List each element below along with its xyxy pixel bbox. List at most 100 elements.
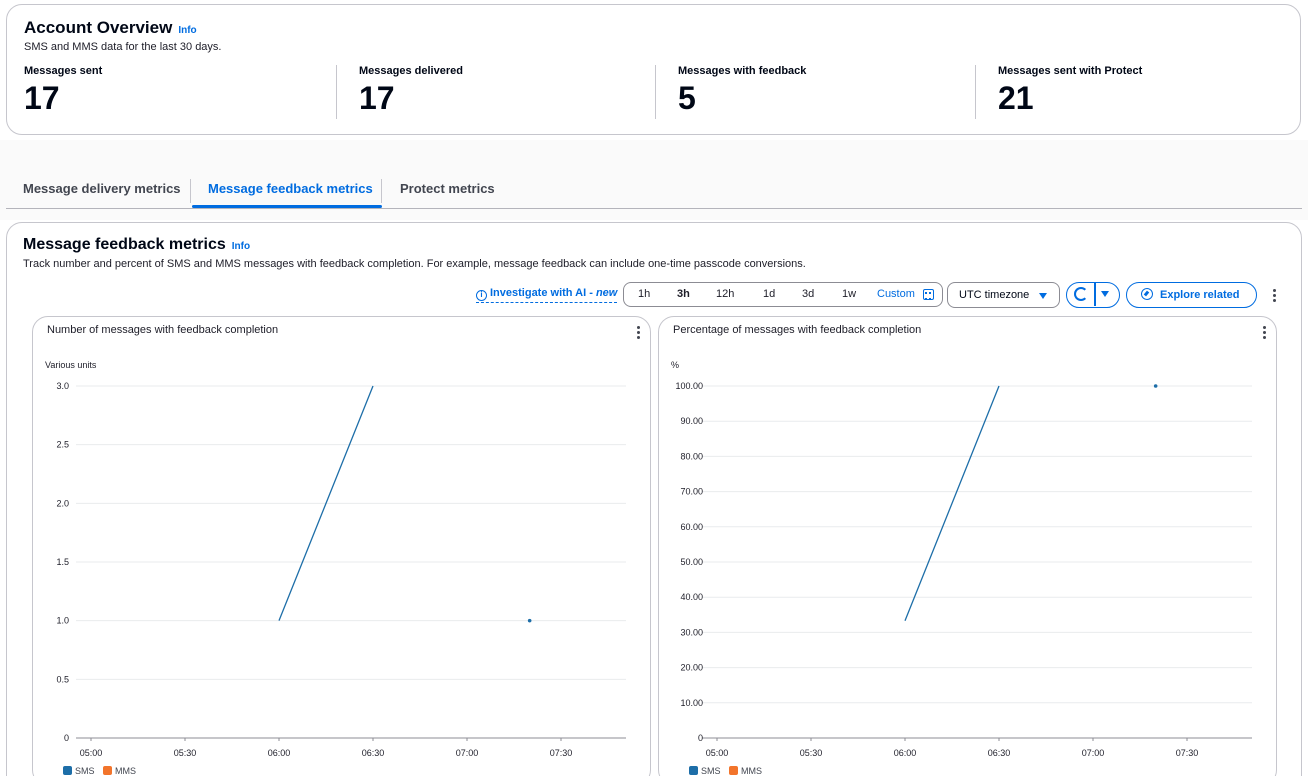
- refresh-button-group: [1066, 282, 1120, 308]
- info-circle-icon: i: [476, 290, 487, 301]
- y-tick-label: 0: [698, 733, 703, 743]
- tab-separator: [190, 179, 191, 203]
- stat-value: 17: [359, 80, 463, 117]
- compass-icon: [1141, 288, 1153, 300]
- x-tick-label: 06:30: [362, 748, 385, 758]
- overview-info-link[interactable]: Info: [178, 25, 196, 36]
- caret-down-icon: [1039, 293, 1047, 299]
- legend-item-mms[interactable]: MMS: [103, 766, 136, 776]
- x-tick-label: 07:00: [1082, 748, 1105, 758]
- legend-item-sms[interactable]: SMS: [689, 766, 721, 776]
- y-tick-label: 80.00: [680, 451, 703, 461]
- y-tick-label: 0.5: [56, 674, 69, 684]
- legend-label: SMS: [75, 766, 95, 776]
- range-custom[interactable]: Custom: [877, 288, 915, 300]
- y-axis-label: Various units: [45, 360, 97, 370]
- range-12h[interactable]: 12h: [716, 288, 734, 300]
- x-tick-label: 06:00: [894, 748, 917, 758]
- x-tick-label: 05:00: [706, 748, 729, 758]
- x-tick-label: 05:00: [80, 748, 103, 758]
- stat-label: Messages sent with Protect: [998, 65, 1142, 77]
- refresh-icon[interactable]: [1074, 287, 1088, 301]
- tabs-divider: [6, 208, 1302, 209]
- account-overview-card: Account Overview Info SMS and MMS data fo…: [6, 4, 1301, 135]
- y-tick-label: 20.00: [680, 663, 703, 673]
- stat-messages-delivered: Messages delivered 17: [359, 65, 463, 123]
- ai-new-badge: new: [596, 287, 617, 299]
- stat-messages-sent: Messages sent 17: [24, 65, 102, 123]
- stat-label: Messages sent: [24, 65, 102, 77]
- more-actions-icon[interactable]: [1273, 289, 1277, 304]
- x-tick-label: 06:00: [268, 748, 291, 758]
- legend-swatch: [103, 766, 112, 775]
- timezone-select[interactable]: UTC timezone: [947, 282, 1060, 308]
- chart-feedback-count: Various units 0 0.5 1.0 1.5 2.0 2.5 3.0 05:00 05:…: [33, 317, 652, 776]
- investigate-with-ai-link[interactable]: i Investigate with AI - new: [476, 287, 617, 303]
- legend-label: SMS: [701, 766, 721, 776]
- legend-item-sms[interactable]: SMS: [63, 766, 95, 776]
- legend-label: MMS: [741, 766, 762, 776]
- x-tick-label: 06:30: [988, 748, 1011, 758]
- chart-legend: SMS MMS: [63, 766, 142, 776]
- y-tick-label: 50.00: [680, 557, 703, 567]
- y-tick-label: 1.0: [56, 616, 69, 626]
- x-tick-label: 07:00: [456, 748, 479, 758]
- stat-divider: [336, 65, 337, 119]
- x-tick-label: 05:30: [174, 748, 197, 758]
- data-point-sms: [528, 619, 532, 623]
- stat-divider: [655, 65, 656, 119]
- y-tick-label: 0: [64, 733, 69, 743]
- tab-message-delivery-metrics[interactable]: Message delivery metrics: [23, 181, 181, 196]
- chart-legend: SMS MMS: [689, 766, 768, 776]
- y-tick-label: 3.0: [56, 381, 69, 391]
- metrics-subtitle: Track number and percent of SMS and MMS …: [23, 258, 806, 270]
- explore-related-label: Explore related: [1160, 289, 1239, 301]
- ai-link-label: Investigate with AI -: [490, 287, 596, 299]
- range-1w[interactable]: 1w: [842, 288, 856, 300]
- stat-value: 17: [24, 80, 102, 117]
- stat-value: 5: [678, 80, 806, 117]
- chart-card-feedback-percentage: Percentage of messages with feedback com…: [658, 316, 1277, 776]
- x-tick-label: 07:30: [1176, 748, 1199, 758]
- legend-item-mms[interactable]: MMS: [729, 766, 762, 776]
- stat-label: Messages with feedback: [678, 65, 806, 77]
- calendar-icon[interactable]: [923, 289, 934, 300]
- y-tick-label: 100.00: [675, 381, 703, 391]
- account-overview-subtitle: SMS and MMS data for the last 30 days.: [24, 41, 221, 53]
- x-tick-label: 05:30: [800, 748, 823, 758]
- account-overview-title: Account Overview Info: [24, 18, 197, 38]
- refresh-divider: [1094, 283, 1096, 306]
- legend-swatch: [729, 766, 738, 775]
- data-point-sms: [1154, 384, 1158, 388]
- stat-label: Messages delivered: [359, 65, 463, 77]
- tab-message-feedback-metrics[interactable]: Message feedback metrics: [208, 181, 373, 196]
- y-tick-label: 60.00: [680, 522, 703, 532]
- refresh-interval-caret-icon[interactable]: [1101, 291, 1109, 297]
- timezone-label: UTC timezone: [959, 289, 1029, 301]
- chart-feedback-percentage: % 0 10.00 20.00 30.00 40.00 50.00 60.00 70.00 80.…: [659, 317, 1278, 776]
- tab-protect-metrics[interactable]: Protect metrics: [400, 181, 495, 196]
- stat-value: 21: [998, 80, 1142, 117]
- y-tick-label: 10.00: [680, 698, 703, 708]
- y-tick-label: 2.5: [56, 440, 69, 450]
- legend-swatch: [63, 766, 72, 775]
- explore-related-button[interactable]: Explore related: [1126, 282, 1257, 308]
- time-range-selector: 1h 3h 12h 1d 3d 1w Custom: [623, 282, 943, 307]
- legend-swatch: [689, 766, 698, 775]
- y-tick-label: 1.5: [56, 557, 69, 567]
- y-tick-label: 2.0: [56, 498, 69, 508]
- range-3d[interactable]: 3d: [802, 288, 814, 300]
- legend-label: MMS: [115, 766, 136, 776]
- y-tick-label: 40.00: [680, 592, 703, 602]
- metrics-info-link[interactable]: Info: [232, 241, 250, 252]
- y-tick-label: 70.00: [680, 487, 703, 497]
- metrics-title: Message feedback metrics Info: [23, 236, 250, 254]
- tab-separator: [381, 179, 382, 203]
- range-1h[interactable]: 1h: [638, 288, 650, 300]
- range-3h[interactable]: 3h: [677, 288, 690, 300]
- x-tick-label: 07:30: [550, 748, 573, 758]
- stat-divider: [975, 65, 976, 119]
- range-1d[interactable]: 1d: [763, 288, 775, 300]
- y-tick-label: 90.00: [680, 416, 703, 426]
- y-axis-label: %: [671, 360, 679, 370]
